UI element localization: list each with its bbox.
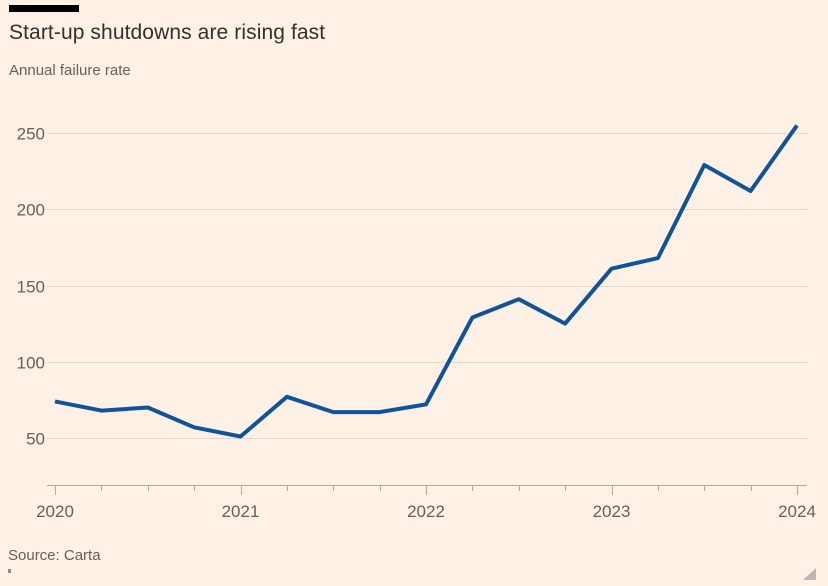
x-axis-label: 2020 [36,502,74,521]
x-axis-label: 2023 [593,502,631,521]
failure-rate-line [54,124,799,439]
title-accent-bar [9,5,79,12]
resize-handle-icon[interactable] [803,568,816,580]
chart-title: Start-up shutdowns are rising fast [9,21,326,44]
x-axis-label: 2022 [407,502,445,521]
chart-subtitle: Annual failure rate [9,62,131,79]
x-axis-label: 2024 [778,502,816,521]
source-label: Source: Carta [8,547,101,564]
y-axis-label: 250 [17,125,45,144]
footnote-dot [8,569,11,573]
y-axis-label: 100 [17,354,45,373]
y-axis-label: 200 [17,201,45,220]
y-axis-label: 150 [17,278,45,297]
y-axis-label: 50 [26,430,45,449]
x-axis-label: 2021 [222,502,260,521]
